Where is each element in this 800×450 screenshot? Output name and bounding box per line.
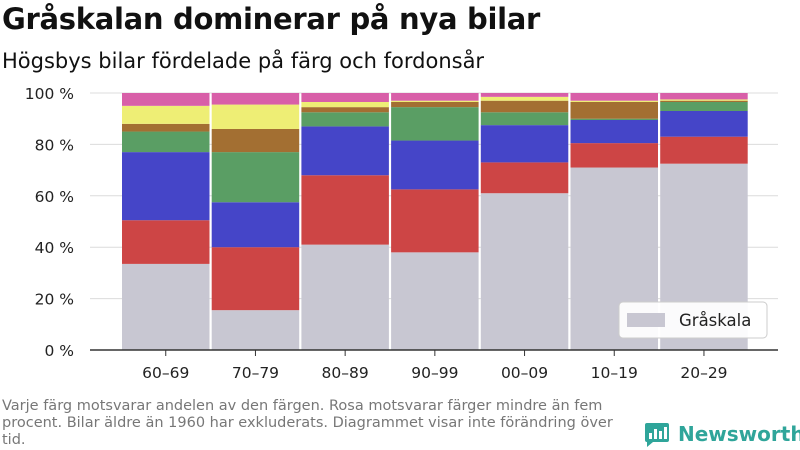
bar-segment (480, 96, 569, 101)
bar-segment (122, 123, 210, 132)
y-tick-label: 40 % (35, 239, 74, 257)
bar-chart-logo-icon (645, 423, 669, 447)
bar-segment (570, 118, 658, 120)
bar-segment (660, 100, 748, 102)
bar-segment (301, 93, 389, 102)
footnote: Varje färg motsvarar andelen av den färg… (2, 398, 613, 448)
bar-segment (570, 100, 658, 102)
bar-segment (480, 193, 569, 350)
bar-segment (122, 131, 210, 153)
bar-segment (301, 175, 389, 245)
axis-ticks: 0 % 20 % 40 % 60 % 80 % 100 % 60–69 70–79 80–89 9… (25, 85, 778, 382)
bar-segment (660, 93, 748, 100)
bar-segment (301, 126, 389, 176)
bar-segment (122, 93, 210, 106)
legend-label: Gråskala (679, 311, 751, 330)
bar-segment (570, 93, 658, 101)
x-tick-label: 20–29 (680, 364, 727, 382)
bar-segment (211, 93, 300, 105)
bar-segment (301, 107, 389, 113)
x-tick-label: 10–19 (591, 364, 638, 382)
bar-segment (570, 119, 658, 144)
x-tick-label: 90–99 (411, 364, 458, 382)
y-tick-label: 0 % (44, 342, 74, 360)
bar-segment (301, 112, 389, 127)
x-tick-label: 70–79 (232, 364, 279, 382)
bar-segment (211, 310, 300, 350)
bar-segment (301, 244, 389, 350)
chart-subtitle: Högsbys bilar fördelade på färg och ford… (2, 49, 485, 73)
bar-segment (211, 152, 300, 203)
bar-segment (480, 125, 569, 163)
chart-title: Gråskalan dominerar på nya bilar (2, 2, 541, 36)
bar-segment (660, 101, 748, 111)
legend-swatch (627, 313, 665, 327)
bar-segment (122, 263, 210, 350)
y-tick-label: 60 % (35, 188, 74, 206)
legend-box (618, 301, 768, 339)
x-tick-label: 00–09 (501, 364, 548, 382)
bar-segment (391, 107, 479, 141)
bar-segment (570, 101, 658, 119)
bar-segment (570, 143, 658, 168)
bar-segment (391, 101, 479, 108)
bar-segment (391, 93, 479, 101)
bar-segment (660, 110, 748, 137)
bar-segment (211, 202, 300, 248)
bar-segment (391, 100, 479, 102)
bar-segment (391, 252, 479, 350)
bar-segment (391, 140, 479, 190)
bar-segment (211, 104, 300, 129)
y-tick-label: 100 % (25, 85, 74, 103)
bar-segment (480, 100, 569, 113)
bar-segment (480, 162, 569, 194)
legend: Gråskala (618, 301, 768, 339)
brand-name: Newsworthy (678, 422, 800, 446)
bar-segment (391, 189, 479, 253)
bar-segment (660, 99, 748, 101)
newsworthy-logo: Newsworthy (644, 421, 800, 447)
y-tick-label: 80 % (35, 136, 74, 154)
bar-segment (211, 247, 300, 311)
bar-segment (301, 101, 389, 108)
bar-segment (122, 152, 210, 221)
x-tick-label: 60–69 (142, 364, 189, 382)
x-tick-label: 80–89 (322, 364, 369, 382)
bar-segment (480, 93, 569, 97)
bar-segment (660, 136, 748, 164)
bar-segment (122, 220, 210, 264)
bar-segment (122, 105, 210, 124)
bar-segment (480, 112, 569, 126)
bar-segment (211, 128, 300, 153)
y-tick-label: 20 % (35, 291, 74, 309)
bars (122, 93, 748, 350)
